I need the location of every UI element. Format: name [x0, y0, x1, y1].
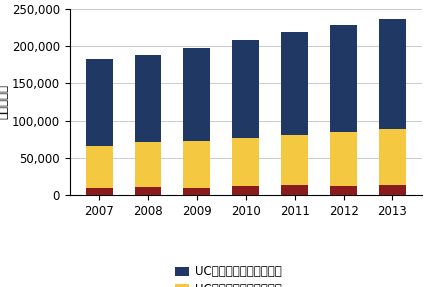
Bar: [134, 187, 161, 195]
Bar: [183, 188, 210, 195]
Legend: UCプラットフォーム市場, UCアプリケーション市場, UCプロフェッショナルサービス市場: UCプラットフォーム市場, UCアプリケーション市場, UCプロフェッショナルサ…: [170, 261, 321, 287]
Bar: [281, 135, 307, 185]
Bar: [134, 55, 161, 142]
Bar: [232, 138, 259, 186]
Bar: [378, 129, 405, 185]
Bar: [281, 185, 307, 195]
Bar: [183, 48, 210, 141]
Bar: [183, 141, 210, 188]
Bar: [85, 146, 112, 189]
Bar: [85, 189, 112, 195]
Bar: [329, 25, 356, 133]
Bar: [232, 186, 259, 195]
Bar: [134, 142, 161, 187]
Bar: [329, 133, 356, 186]
Bar: [378, 19, 405, 129]
Bar: [232, 40, 259, 138]
Y-axis label: （百万円）: （百万円）: [0, 84, 9, 119]
Bar: [329, 186, 356, 195]
Bar: [378, 185, 405, 195]
Bar: [281, 32, 307, 135]
Bar: [85, 59, 112, 146]
